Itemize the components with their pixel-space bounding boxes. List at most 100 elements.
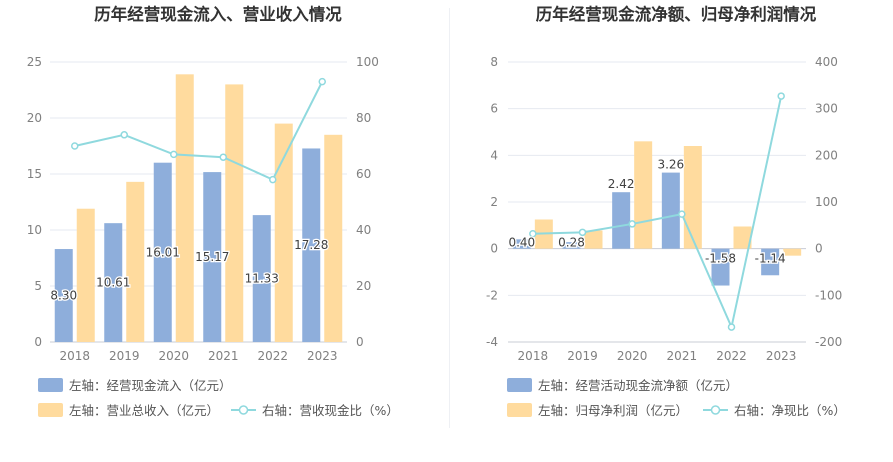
bar-revenue xyxy=(225,84,244,343)
data-label: 17.28 xyxy=(294,238,328,252)
y-left-tick-label: -4 xyxy=(486,335,498,349)
x-tick-label: 2020 xyxy=(158,349,189,363)
ratio-point xyxy=(678,210,686,218)
y-left-tick-label: 0 xyxy=(34,335,42,349)
x-tick-label: 2019 xyxy=(567,349,598,363)
x-tick-label: 2022 xyxy=(257,349,288,363)
data-label: 16.01 xyxy=(146,245,180,259)
ratio-point xyxy=(727,323,736,331)
bar-net-cashflow xyxy=(761,248,780,276)
x-tick-label: 2022 xyxy=(716,349,747,363)
y-left-tick-label: 20 xyxy=(27,111,42,125)
y-left-tick-label: -2 xyxy=(486,288,498,302)
bar-cash-inflow xyxy=(153,162,172,342)
x-tick-label: 2020 xyxy=(617,349,648,363)
bar-cash-inflow xyxy=(302,148,321,342)
bar-cash-inflow xyxy=(54,249,73,342)
y-left-tick-label: 0 xyxy=(490,242,498,256)
y-right-tick-label: -100 xyxy=(815,288,842,302)
y-left-tick-label: 25 xyxy=(27,55,42,69)
legend-swatch-marker xyxy=(238,405,249,415)
ratio-point xyxy=(578,228,587,237)
legend-swatch xyxy=(507,378,532,392)
legend-label: 左轴：经营活动现金流净额（亿元） xyxy=(538,378,738,393)
y-left-tick-label: 2 xyxy=(490,195,498,209)
data-label: 15.17 xyxy=(195,250,229,264)
bar-net-cashflow xyxy=(661,172,680,249)
bar-revenue xyxy=(175,74,194,342)
bar-cash-inflow xyxy=(104,223,123,342)
ratio-point xyxy=(628,220,636,228)
y-right-tick-label: 40 xyxy=(356,223,371,237)
y-left-tick-label: 15 xyxy=(27,167,42,181)
legend-swatch xyxy=(38,403,63,417)
legend-label: 右轴：营收现金比（%） xyxy=(262,403,399,418)
data-label: 0.40 xyxy=(508,236,535,250)
ratio-point xyxy=(170,150,178,159)
data-label: 2.42 xyxy=(608,177,635,191)
y-right-tick-label: 100 xyxy=(356,55,379,69)
bar-cash-inflow xyxy=(203,172,222,342)
ratio-point xyxy=(71,142,79,150)
y-right-tick-label: 200 xyxy=(815,148,838,162)
data-label: -1.58 xyxy=(705,252,736,266)
y-left-tick-label: 10 xyxy=(27,223,42,237)
y-right-tick-label: 400 xyxy=(815,55,838,69)
y-left-tick-label: 6 xyxy=(490,102,498,116)
chart-title: 历年经营现金流入、营业收入情况 xyxy=(94,4,342,24)
x-tick-label: 2019 xyxy=(109,349,140,363)
y-right-tick-label: -200 xyxy=(815,335,842,349)
legend-label: 左轴：营业总收入（亿元） xyxy=(69,403,219,418)
legend-label: 左轴：经营现金流入（亿元） xyxy=(69,378,232,393)
ratio-point xyxy=(529,229,537,238)
bar-net-cashflow xyxy=(711,248,730,286)
y-right-tick-label: 80 xyxy=(356,111,371,125)
left-chart-panel: 历年经营现金流入、营业收入情况 0 5 10 15 20 25 0 20 40 60 80 100 201… xyxy=(0,0,449,458)
ratio-point xyxy=(777,92,785,100)
bar-net-profit xyxy=(683,146,702,249)
y-right-tick-label: 0 xyxy=(356,335,364,349)
bar-net-cashflow xyxy=(612,192,631,249)
bar-net-profit xyxy=(733,226,752,249)
chart-title: 历年经营现金流净额、归母净利润情况 xyxy=(536,4,817,24)
bar-net-cashflow xyxy=(512,239,531,249)
bar-revenue xyxy=(76,208,95,342)
y-left-tick-label: 4 xyxy=(490,148,498,162)
data-label: -1.14 xyxy=(755,252,786,266)
data-label: 8.30 xyxy=(50,289,77,303)
y-right-tick-label: 60 xyxy=(356,167,371,181)
data-label: 10.61 xyxy=(96,276,130,290)
ratio-point xyxy=(219,153,227,161)
ratio-point xyxy=(318,77,326,86)
bar-net-profit xyxy=(634,141,653,249)
data-label: 0.28 xyxy=(558,236,585,250)
ratio-line xyxy=(532,95,783,331)
x-tick-label: 2021 xyxy=(667,349,698,363)
netcash-profit-chart: 历年经营现金流净额、归母净利润情况 -4 -2 0 2 4 6 8 -200 -100 0 100 20… xyxy=(486,4,846,418)
bar-revenue xyxy=(324,134,343,342)
cashflow-revenue-chart: 历年经营现金流入、营业收入情况 0 5 10 15 20 25 0 20 40 60 80 100 201… xyxy=(27,4,399,418)
legend-label: 右轴：净现比（%） xyxy=(734,403,846,418)
bar-net-profit xyxy=(584,230,603,249)
ratio-point xyxy=(269,175,277,184)
x-tick-label: 2018 xyxy=(518,349,549,363)
legend-swatch xyxy=(507,403,532,417)
y-left-tick-label: 5 xyxy=(34,279,42,293)
bar-revenue xyxy=(126,181,145,342)
legend-label: 左轴：归母净利润（亿元） xyxy=(538,403,688,418)
x-tick-label: 2023 xyxy=(766,349,797,363)
legend-swatch xyxy=(38,378,63,392)
bar-cash-inflow xyxy=(252,215,271,342)
bar-revenue xyxy=(274,123,293,342)
y-right-tick-label: 20 xyxy=(356,279,371,293)
ratio-point xyxy=(120,131,128,139)
data-label: 11.33 xyxy=(245,272,279,286)
legend-swatch-marker xyxy=(710,405,721,415)
y-right-tick-label: 0 xyxy=(815,242,823,256)
x-tick-label: 2021 xyxy=(208,349,239,363)
data-label: 3.26 xyxy=(657,158,684,172)
panel-divider xyxy=(449,8,450,428)
y-left-tick-label: 8 xyxy=(490,55,498,69)
ratio-line xyxy=(74,81,324,181)
x-tick-label: 2023 xyxy=(307,349,338,363)
